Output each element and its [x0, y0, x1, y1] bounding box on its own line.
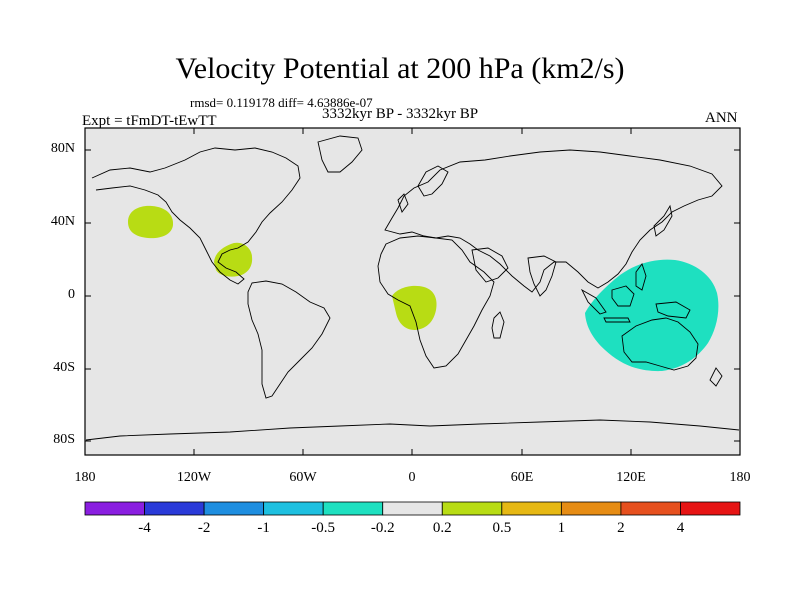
- colorbar: [84, 501, 741, 516]
- colorbar-label: -2: [197, 520, 211, 536]
- lon-label-0: 0: [408, 470, 416, 485]
- lat-label-40n: 40N: [50, 214, 75, 229]
- lat-label-80s: 80S: [53, 432, 75, 447]
- coast-south-america: [247, 280, 331, 399]
- experiment-label: Expt = tFmDT-tEwTT: [82, 113, 217, 129]
- coast-eurasia: [384, 149, 723, 293]
- atlantic-africa-anomaly: [392, 285, 437, 330]
- coast-java: [603, 317, 631, 323]
- coast-borneo: [611, 285, 635, 307]
- coastlines: [85, 135, 740, 441]
- season-label: ANN: [705, 110, 738, 126]
- lat-label-80n: 80N: [50, 141, 75, 156]
- colorbar-label: -4: [138, 520, 151, 536]
- lat-label-eq: 0: [68, 287, 75, 302]
- coast-philippines: [635, 263, 647, 291]
- coast-japan: [653, 204, 673, 237]
- coast-antarctica: [85, 419, 740, 441]
- coast-new-guinea: [655, 301, 691, 319]
- colorbar-label: 1: [557, 520, 566, 536]
- lat-label-40s: 40S: [53, 360, 75, 375]
- rmsd-diff-text: rmsd= 0.119178 diff= 4.63886e-07: [190, 95, 373, 110]
- colorbar-box: [441, 501, 503, 516]
- coast-madagascar: [491, 311, 505, 339]
- lon-label-180e: 180: [729, 470, 751, 485]
- coast-australia: [621, 317, 699, 371]
- lon-label-60w: 60W: [289, 470, 317, 485]
- coast-scandinavia: [417, 165, 449, 197]
- colorbar-box: [680, 501, 741, 516]
- colorbar-label: 0.2: [432, 520, 452, 536]
- colorbar-box: [501, 501, 562, 516]
- colorbar-box: [620, 501, 681, 516]
- period-label: 3332kyr BP - 3332kyr BP: [322, 106, 479, 122]
- maritime-continent-anomaly: [585, 259, 719, 372]
- central-america-anomaly: [214, 242, 253, 277]
- coast-north-america: [91, 147, 301, 285]
- colorbar-box: [144, 501, 205, 516]
- colorbar-box: [84, 501, 145, 516]
- colorbar-label: 4: [676, 520, 685, 536]
- colorbar-label: -0.2: [370, 520, 395, 536]
- lon-label-180w: 180: [74, 470, 96, 485]
- coast-british-isles: [397, 193, 409, 213]
- north-pacific-anomaly: [128, 205, 174, 239]
- colorbar-box: [322, 501, 384, 516]
- coast-new-zealand: [709, 367, 723, 387]
- lon-label-60e: 60E: [510, 470, 534, 485]
- lon-label-120e: 120E: [616, 470, 646, 485]
- lon-label-120w: 120W: [176, 470, 212, 485]
- colorbar-box: [382, 501, 443, 516]
- colorbar-label: 2: [617, 520, 625, 536]
- colorbar-label: 0.5: [492, 520, 512, 536]
- colorbar-box: [263, 501, 324, 516]
- coast-greenland: [317, 135, 363, 173]
- anomaly-layer: [128, 205, 719, 372]
- colorbar-label: -1: [257, 520, 270, 536]
- colorbar-box: [560, 501, 622, 516]
- coast-india: [527, 255, 557, 297]
- coast-sumatra: [580, 288, 607, 315]
- coast-africa: [377, 235, 495, 369]
- coast-arabia: [471, 247, 509, 283]
- map-ticks: [85, 128, 740, 455]
- colorbar-box: [203, 501, 265, 516]
- figure-title: Velocity Potential at 200 hPa (km2/s): [175, 52, 625, 85]
- colorbar-label: -0.5: [311, 520, 336, 536]
